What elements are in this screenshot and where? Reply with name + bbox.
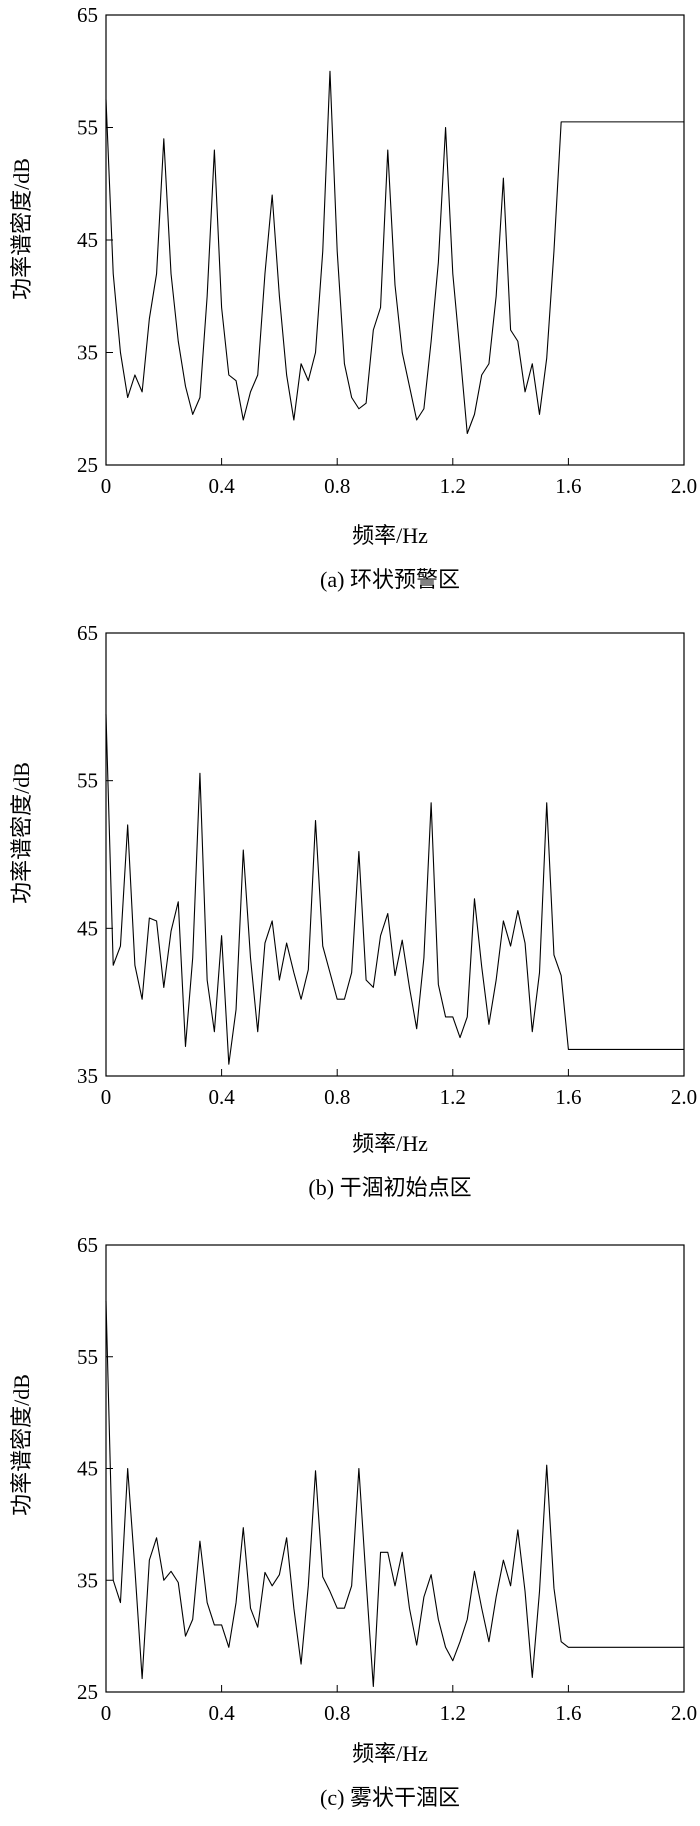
y-tick-label: 65: [77, 621, 98, 645]
chart-svg-c: 65 55 45 35 250 0.4 0.8 1.2 1.6 2.0: [77, 1233, 697, 1725]
x-tick-label: 0: [101, 474, 112, 498]
y-tick-label: 25: [77, 453, 98, 477]
chart-svg-a: 65 55 45 35 250 0.4 0.8 1.2 1.6 2.0: [77, 3, 697, 498]
x-tick-label: 0.4: [208, 1701, 235, 1725]
y-tick-label: 55: [77, 769, 98, 793]
y-tick-label: 65: [77, 3, 98, 27]
series-line: [105, 714, 684, 1065]
y-tick-label: 25: [77, 1680, 98, 1704]
caption-c: (c) 雾状干涸区: [320, 1785, 460, 1810]
y-tick-label: 45: [77, 1457, 98, 1481]
y-axis-label-a: 功率谱密度/dB: [9, 158, 34, 300]
y-tick-label: 65: [77, 1233, 98, 1257]
y-tick-label: 35: [77, 1064, 98, 1088]
x-tick-label: 0.8: [324, 1701, 350, 1725]
x-tick-label: 1.2: [440, 474, 466, 498]
x-axis-label-a: 频率/Hz: [352, 523, 428, 548]
x-tick-label: 2.0: [671, 474, 697, 498]
x-tick-label: 2.0: [671, 1701, 697, 1725]
x-tick-label: 1.2: [440, 1701, 466, 1725]
x-axis-label-c: 频率/Hz: [352, 1741, 428, 1766]
chart-svg-b: 65 55 45 350 0.4 0.8 1.2 1.6 2.0: [77, 621, 697, 1109]
x-tick-label: 0.8: [324, 1085, 350, 1109]
y-tick-label: 35: [77, 1568, 98, 1592]
x-tick-label: 0: [101, 1085, 112, 1109]
caption-b: (b) 干涸初始点区: [308, 1175, 472, 1200]
plot-frame: [105, 1244, 685, 1693]
x-tick-label: 1.2: [440, 1085, 466, 1109]
y-tick-label: 55: [77, 116, 98, 140]
x-axis-label-b: 频率/Hz: [352, 1131, 428, 1156]
plot-frame: [105, 632, 685, 1077]
x-tick-label: 1.6: [555, 1701, 581, 1725]
series-line: [105, 70, 684, 435]
y-axis-label-b: 功率谱密度/dB: [9, 762, 34, 904]
x-tick-label: 0.4: [208, 1085, 235, 1109]
series-line: [105, 1300, 684, 1687]
x-tick-label: 0.8: [324, 474, 350, 498]
x-tick-label: 0.4: [208, 474, 235, 498]
caption-a: (a) 环状预警区: [320, 567, 460, 592]
x-tick-label: 1.6: [555, 474, 581, 498]
y-tick-label: 55: [77, 1345, 98, 1369]
chart-panel-a: 65 55 45 35 25 0 0.4 0.8 1.2 1.6 2.0 功率谱密度/dB 频率/H…: [0, 0, 700, 608]
x-tick-label: 2.0: [671, 1085, 697, 1109]
x-tick-label: 1.6: [555, 1085, 581, 1109]
chart-panel-c: 65 55 45 35 25 0 0.4 0.8 1.2 1.6 2.0 功率谱密度/dB 频率/H…: [0, 1218, 700, 1826]
y-axis-label-c: 功率谱密度/dB: [9, 1374, 34, 1516]
x-tick-label: 0: [101, 1701, 112, 1725]
chart-panel-b: 65 55 45 35 0 0.4 0.8 1.2 1.6 2.0 功率谱密度/dB 频率/Hz …: [0, 608, 700, 1216]
plot-frame: [105, 14, 685, 466]
y-tick-label: 35: [77, 341, 98, 365]
y-tick-label: 45: [77, 916, 98, 940]
y-tick-label: 45: [77, 228, 98, 252]
